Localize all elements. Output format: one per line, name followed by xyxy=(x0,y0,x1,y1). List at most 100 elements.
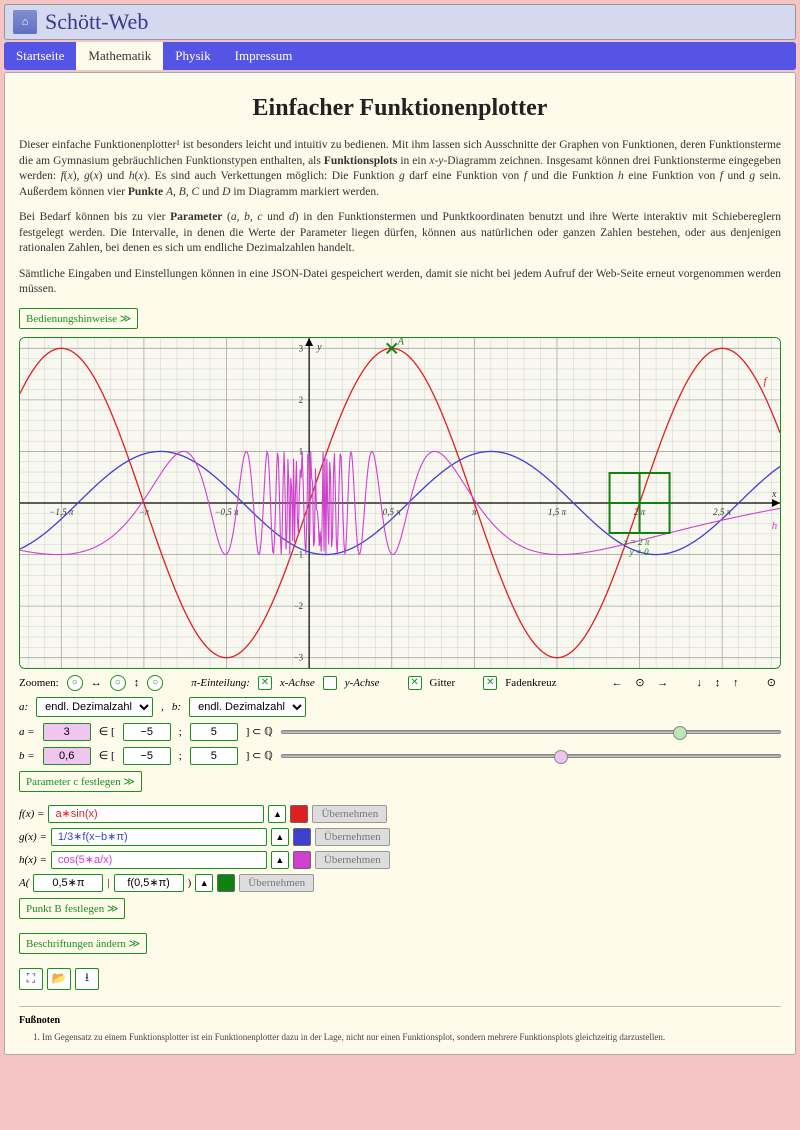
svg-text:1,5 π: 1,5 π xyxy=(548,507,567,517)
labels-button[interactable]: Beschriftungen ändern ≫ xyxy=(19,933,147,954)
function-g-input[interactable] xyxy=(51,828,267,846)
a-slider-thumb[interactable] xyxy=(673,726,687,740)
function-h-input[interactable] xyxy=(51,851,267,869)
svg-text:A: A xyxy=(397,338,405,347)
point-a-label: A( xyxy=(19,877,29,889)
grid-checkbox[interactable] xyxy=(408,676,422,690)
a-min-input[interactable] xyxy=(123,723,171,741)
hints-button[interactable]: Bedienungshinweise ≫ xyxy=(19,308,138,329)
pan-arrows[interactable]: ← ⊙ → ↓ ↕ ↑ ⊙ xyxy=(612,676,781,689)
point-a-apply-button[interactable]: Übernehmen xyxy=(239,874,314,892)
function-f-row: f(x) = ▲ Übernehmen xyxy=(19,805,781,823)
point-a-up-button[interactable]: ▲ xyxy=(195,874,213,892)
page-title: Einfacher Funktionenplotter xyxy=(19,95,781,122)
download-icon[interactable]: ⭳ xyxy=(75,968,99,990)
footnote-title: Fußnoten xyxy=(19,1015,781,1026)
svg-text:3: 3 xyxy=(299,343,304,353)
b-value-input[interactable] xyxy=(43,747,91,765)
function-h-row: h(x) = ▲ Übernehmen xyxy=(19,851,781,869)
svg-text:y = 0: y = 0 xyxy=(629,547,650,557)
point-b-button[interactable]: Punkt B festlegen ≫ xyxy=(19,898,125,919)
nav-bar: StartseiteMathematikPhysikImpressum xyxy=(4,42,796,70)
nav-item-mathematik[interactable]: Mathematik xyxy=(76,42,163,70)
grid-label: Gitter xyxy=(430,677,456,689)
a-label: a = xyxy=(19,726,35,738)
expand-icon[interactable]: ⛶ xyxy=(19,968,43,990)
point-a-color-box[interactable] xyxy=(217,874,235,892)
nav-item-startseite[interactable]: Startseite xyxy=(4,42,76,70)
b-slider-thumb[interactable] xyxy=(554,750,568,764)
function-plot[interactable]: −1,5 π−π−0,5 π0,5 ππ1,5 π2 π2,5 π−3−2−11… xyxy=(20,338,780,668)
header-bar: ⌂ Schött-Web xyxy=(4,4,796,40)
svg-text:−1: −1 xyxy=(294,549,304,559)
svg-text:−1,5 π: −1,5 π xyxy=(49,507,74,517)
zoom-v-icon[interactable]: ○ xyxy=(147,675,163,691)
zoom-label: Zoomen: xyxy=(19,677,59,689)
function-f-label: f(x) = xyxy=(19,808,44,820)
zoom-h-icon[interactable]: ○ xyxy=(110,675,126,691)
main-content: Einfacher Funktionenplotter Dieser einfa… xyxy=(4,72,796,1055)
logo-icon: ⌂ xyxy=(13,10,37,34)
svg-text:x = 2 π: x = 2 π xyxy=(623,537,650,547)
yaxis-label: y-Achse xyxy=(345,677,380,689)
zoom-h-arrows[interactable]: ↔ xyxy=(91,677,102,689)
b-type-select[interactable]: endl. Dezimalzahl xyxy=(189,697,306,717)
pi-division-label: π-Einteilung: xyxy=(191,677,250,689)
xaxis-label: x-Achse xyxy=(280,677,315,689)
function-f-apply-button[interactable]: Übernehmen xyxy=(312,805,387,823)
function-h-up-button[interactable]: ▲ xyxy=(271,851,289,869)
function-g-row: g(x) = ▲ Übernehmen xyxy=(19,828,781,846)
point-a-x-input[interactable] xyxy=(33,874,103,892)
function-f-input[interactable] xyxy=(48,805,264,823)
function-g-label: g(x) = xyxy=(19,831,47,843)
a-max-input[interactable] xyxy=(190,723,238,741)
b-type-label: b: xyxy=(172,701,181,713)
divider xyxy=(19,1006,781,1007)
a-value-input[interactable] xyxy=(43,723,91,741)
zoom-v-arrows[interactable]: ↕ xyxy=(134,677,140,689)
crosshair-label: Fadenkreuz xyxy=(505,677,556,689)
b-max-input[interactable] xyxy=(190,747,238,765)
param-c-button[interactable]: Parameter c festlegen ≫ xyxy=(19,771,142,792)
svg-text:x: x xyxy=(771,489,777,500)
svg-text:2: 2 xyxy=(299,395,304,405)
intro-paragraph-1: Dieser einfache Funktionenplotter¹ ist b… xyxy=(19,138,781,200)
yaxis-checkbox[interactable] xyxy=(323,676,337,690)
a-slider[interactable] xyxy=(281,730,781,734)
zoom-controls: Zoomen: ○ ↔ ○ ↕ ○ π-Einteilung: x-Achse … xyxy=(19,675,781,691)
function-f-up-button[interactable]: ▲ xyxy=(268,805,286,823)
function-g-apply-button[interactable]: Übernehmen xyxy=(315,828,390,846)
function-g-color-box[interactable] xyxy=(293,828,311,846)
crosshair-checkbox[interactable] xyxy=(483,676,497,690)
zoom-fit-icon[interactable]: ○ xyxy=(67,675,83,691)
footnote-text: 1. Im Gegensatz zu einem Funktionsplotte… xyxy=(19,1032,781,1042)
nav-item-physik[interactable]: Physik xyxy=(163,42,222,70)
intro-paragraph-2: Bei Bedarf können bis zu vier Parameter … xyxy=(19,210,781,257)
point-a-row: A( | ) ▲ Übernehmen xyxy=(19,874,781,892)
function-h-color-box[interactable] xyxy=(293,851,311,869)
b-label: b = xyxy=(19,750,35,762)
svg-text:h: h xyxy=(772,519,778,531)
param-a-row: a = ∈ [ ; ] ⊂ ℚ xyxy=(19,723,781,741)
param-type-row: a: endl. Dezimalzahl , b: endl. Dezimalz… xyxy=(19,697,781,717)
function-g-up-button[interactable]: ▲ xyxy=(271,828,289,846)
svg-text:−2: −2 xyxy=(294,601,304,611)
open-icon[interactable]: 📂 xyxy=(47,968,71,990)
site-title: Schött-Web xyxy=(45,9,148,35)
b-slider[interactable] xyxy=(281,754,781,758)
a-type-label: a: xyxy=(19,701,28,713)
point-a-close: ) xyxy=(188,877,192,889)
function-h-apply-button[interactable]: Übernehmen xyxy=(315,851,390,869)
function-f-color-box[interactable] xyxy=(290,805,308,823)
intro-paragraph-3: Sämtliche Eingaben und Einstellungen kön… xyxy=(19,267,781,298)
svg-text:−3: −3 xyxy=(294,652,304,662)
b-min-input[interactable] xyxy=(123,747,171,765)
svg-text:y: y xyxy=(316,342,322,353)
a-type-select[interactable]: endl. Dezimalzahl xyxy=(36,697,153,717)
xaxis-checkbox[interactable] xyxy=(258,676,272,690)
function-h-label: h(x) = xyxy=(19,854,47,866)
file-icons: ⛶ 📂 ⭳ xyxy=(19,968,781,990)
point-a-y-input[interactable] xyxy=(114,874,184,892)
nav-item-impressum[interactable]: Impressum xyxy=(223,42,305,70)
plot-container: −1,5 π−π−0,5 π0,5 ππ1,5 π2 π2,5 π−3−2−11… xyxy=(19,337,781,669)
